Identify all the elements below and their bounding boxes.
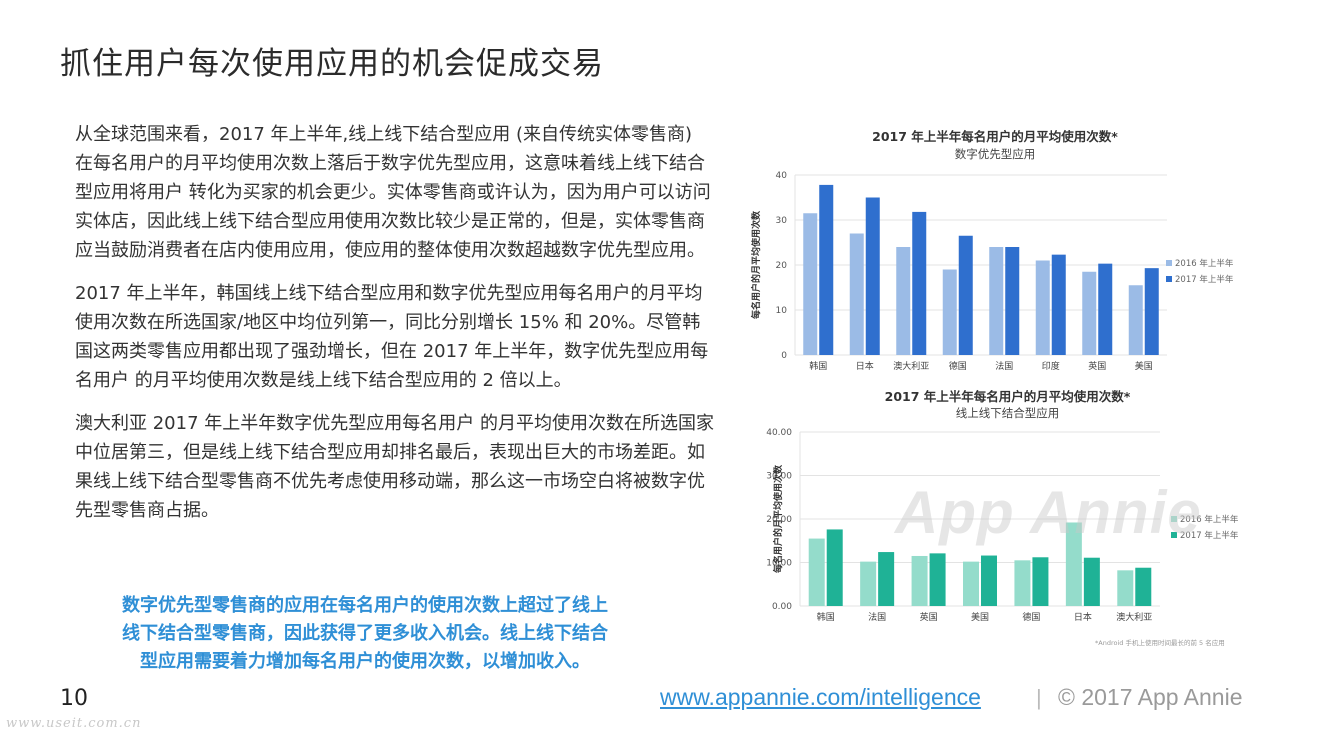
bar-2016: [1082, 271, 1097, 355]
bar-2016: [989, 247, 1004, 355]
y-tick-label: 0.00: [772, 602, 792, 612]
x-tick-label: 韩国: [817, 611, 835, 623]
paragraph-1: 从全球范围来看，2017 年上半年,线上线下结合型应用 (来自传统实体零售商) …: [75, 124, 711, 261]
body-text: 从全球范围来看，2017 年上半年,线上线下结合型应用 (来自传统实体零售商) …: [75, 120, 715, 539]
y-tick-label: 30: [776, 216, 788, 226]
chart-1-title: 2017 年上半年每名用户的月平均使用次数*: [872, 129, 1118, 144]
bar-2017: [1144, 268, 1159, 355]
bar-2017: [1005, 247, 1020, 355]
x-tick-label: 印度: [1042, 360, 1060, 372]
x-tick-label: 美国: [1135, 360, 1153, 372]
bar-2017: [878, 552, 895, 606]
legend-label: 2017 年上半年: [1175, 274, 1234, 285]
x-tick-label: 美国: [971, 611, 989, 623]
legend-label: 2016 年上半年: [1175, 258, 1234, 269]
y-tick-label: 20: [776, 261, 788, 271]
y-tick-label: 30.00: [766, 472, 792, 482]
bar-2016: [1014, 560, 1031, 606]
page-title: 抓住用户每次使用应用的机会促成交易: [60, 46, 604, 82]
bar-2016: [896, 247, 911, 355]
bar-2016: [849, 233, 864, 355]
bar-2016: [1117, 570, 1134, 606]
y-tick-label: 40.00: [766, 428, 792, 438]
bar-2017: [1098, 263, 1113, 355]
footer-link[interactable]: www.appannie.com/intelligence: [660, 684, 981, 710]
x-tick-label: 韩国: [809, 360, 827, 372]
y-tick-label: 40: [776, 171, 788, 181]
bar-2017: [929, 553, 946, 606]
legend-swatch: [1166, 276, 1172, 282]
chart-omnichannel: 2017 年上半年每名用户的月平均使用次数* 线上线下结合型应用 0.00 10.…: [745, 378, 1265, 638]
legend-label: 2016 年上半年: [1180, 514, 1239, 525]
y-tick-label: 20.00: [766, 515, 792, 525]
bar-2016: [942, 269, 957, 355]
paragraph-3: 澳大利亚 2017 年上半年数字优先型应用每名用户 的月平均使用次数在所选国家中…: [75, 413, 714, 521]
legend-swatch: [1171, 516, 1177, 522]
bar-2017: [981, 555, 997, 606]
y-axis-label: 每名用户的月平均使用次数: [750, 210, 762, 319]
bar-2016: [860, 561, 877, 606]
bar-2016: [803, 213, 818, 355]
bar-2017: [865, 197, 880, 355]
footer-copyright: © 2017 App Annie: [1058, 684, 1243, 710]
bar-2016: [1035, 260, 1050, 355]
x-tick-label: 法国: [995, 360, 1013, 372]
footer-separator: |: [1036, 685, 1042, 710]
bar-2016: [963, 561, 979, 606]
y-tick-label: 10.00: [766, 559, 792, 569]
y-tick-label: 0: [781, 351, 787, 361]
key-takeaway-line-3: 型应用需要着力增加每名用户的使用次数，以增加收入。: [140, 651, 590, 672]
bar-2017: [826, 529, 843, 606]
bar-2017: [1083, 557, 1100, 606]
bar-2016: [1128, 285, 1143, 355]
bar-2017: [958, 235, 973, 355]
x-tick-label: 德国: [1022, 611, 1040, 623]
key-takeaway-line-2: 线下结合型零售商，因此获得了更多收入机会。线上线下结合: [122, 623, 608, 644]
x-tick-label: 日本: [856, 360, 874, 372]
chart-2-title: 2017 年上半年每名用户的月平均使用次数*: [884, 389, 1131, 404]
bar-2017: [819, 184, 834, 355]
bar-2016: [808, 538, 825, 606]
legend-swatch: [1171, 532, 1177, 538]
chart-2-subtitle: 线上线下结合型应用: [955, 406, 1060, 420]
bar-2016: [911, 555, 928, 606]
key-takeaway: 数字优先型零售商的应用在每名用户的使用次数上超过了线上 线下结合型零售商，因此获…: [75, 592, 655, 676]
x-tick-label: 澳大利亚: [893, 360, 929, 372]
x-tick-label: 法国: [868, 611, 886, 623]
chart-digital-first: 2017 年上半年每名用户的月平均使用次数* 数字优先型应用 0 10 20 30 40…: [745, 120, 1265, 380]
paragraph-2: 2017 年上半年，韩国线上线下结合型应用和数字优先型应用每名用户的月平均使用次…: [75, 283, 709, 391]
key-takeaway-line-1: 数字优先型零售商的应用在每名用户的使用次数上超过了线上: [122, 595, 608, 616]
x-tick-label: 英国: [920, 611, 938, 623]
legend-label: 2017 年上半年: [1180, 530, 1239, 541]
page-number: 10: [60, 686, 88, 711]
x-tick-label: 澳大利亚: [1116, 611, 1152, 623]
x-tick-label: 英国: [1088, 360, 1106, 372]
legend-swatch: [1166, 260, 1172, 266]
y-tick-label: 10: [776, 306, 788, 316]
y-axis-label: 每名用户的月平均使用次数: [772, 464, 784, 573]
site-watermark: www.useit.com.cn: [6, 716, 142, 731]
bar-2016: [1065, 522, 1082, 606]
bar-2017: [1032, 557, 1049, 606]
bar-2017: [1051, 254, 1066, 355]
x-tick-label: 德国: [949, 360, 967, 372]
bar-2017: [1135, 567, 1152, 606]
x-tick-label: 日本: [1074, 611, 1092, 623]
chart-footnote: *Android 手机上使用时间最长的前 5 名应用: [1095, 639, 1225, 647]
bar-2017: [912, 211, 927, 355]
chart-1-subtitle: 数字优先型应用: [954, 147, 1036, 161]
